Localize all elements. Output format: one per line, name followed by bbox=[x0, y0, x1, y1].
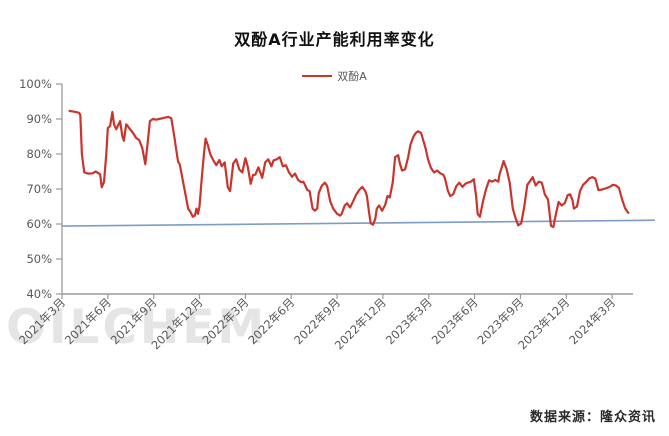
legend-label: 双酚A bbox=[337, 70, 367, 83]
x-tick-label: 2023年3月 bbox=[383, 295, 435, 347]
x-tick-label: 2023年6月 bbox=[429, 295, 481, 347]
data-source-note: 数据来源：隆众资讯 bbox=[529, 410, 656, 425]
y-tick-label: 50% bbox=[26, 252, 52, 266]
x-tick-label: 2024年3月 bbox=[566, 295, 618, 347]
y-tick-label: 60% bbox=[26, 217, 52, 231]
chart-title: 双酚A行业产能利用率变化 bbox=[234, 30, 435, 49]
legend: 双酚A bbox=[0, 68, 669, 84]
x-tick-label: 2021年3月 bbox=[16, 295, 68, 347]
x-tick-label: 2022年6月 bbox=[245, 295, 297, 347]
y-tick-label: 70% bbox=[26, 182, 52, 196]
legend-line-swatch bbox=[302, 74, 333, 78]
baseline-line bbox=[61, 219, 655, 227]
x-tick-label: 2022年3月 bbox=[199, 295, 251, 347]
y-tick-label: 100% bbox=[19, 77, 52, 91]
y-tick-label: 40% bbox=[26, 287, 52, 301]
y-tick-label: 90% bbox=[26, 112, 52, 126]
oilchem-watermark: OILCHEM bbox=[6, 300, 268, 355]
x-tick-label: 2021年6月 bbox=[62, 295, 114, 347]
series-line-bpa bbox=[68, 109, 630, 229]
y-tick-label: 80% bbox=[26, 147, 52, 161]
